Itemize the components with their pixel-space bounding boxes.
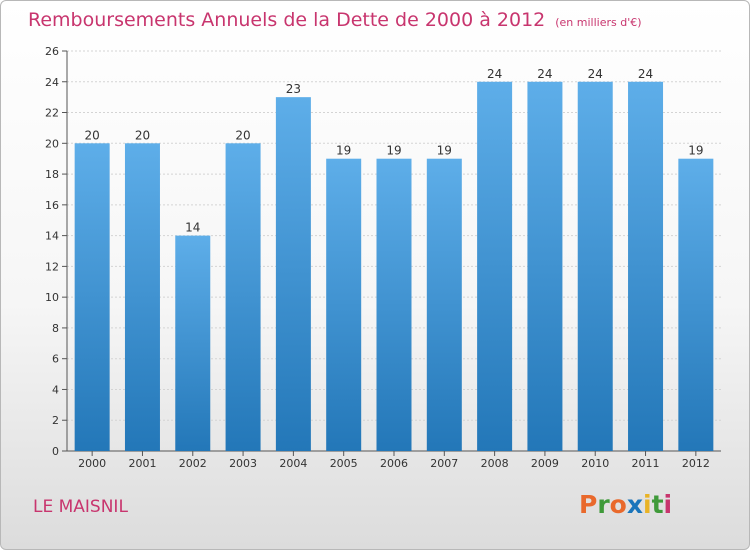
bar — [74, 143, 110, 452]
x-tick-label: 2004 — [279, 457, 307, 470]
data-label: 24 — [638, 67, 653, 81]
x-tick-label: 2011 — [632, 457, 660, 470]
bar — [577, 81, 613, 452]
bar — [477, 81, 513, 452]
data-label: 24 — [588, 67, 603, 81]
y-tick-label: 4 — [52, 383, 59, 396]
y-tick-label: 16 — [45, 199, 59, 212]
y-tick-label: 14 — [45, 230, 59, 243]
chart-title: Remboursements Annuels de la Dette de 20… — [28, 9, 642, 31]
x-tick-label: 2000 — [78, 457, 106, 470]
y-tick-label: 10 — [45, 291, 59, 304]
logo-letter: x — [626, 490, 643, 519]
bar — [275, 97, 311, 452]
data-label: 19 — [336, 144, 351, 158]
proxiti-logo: Proxiti — [579, 490, 672, 519]
bar — [175, 235, 211, 451]
data-label: 20 — [235, 128, 250, 142]
logo-letter: i — [643, 490, 652, 519]
y-tick-label: 22 — [45, 107, 59, 120]
data-label: 20 — [135, 128, 150, 142]
y-tick-label: 12 — [45, 260, 59, 273]
data-label: 19 — [688, 144, 703, 158]
logo-letter: i — [663, 490, 673, 519]
logo-letter: o — [609, 490, 627, 519]
y-tick-label: 20 — [45, 137, 59, 150]
data-label: 19 — [437, 144, 452, 158]
bar — [426, 158, 462, 451]
y-tick-label: 26 — [45, 45, 59, 58]
logo-letter: r — [597, 490, 610, 519]
data-label: 19 — [386, 144, 401, 158]
x-tick-label: 2001 — [128, 457, 156, 470]
y-tick-label: 24 — [45, 76, 59, 89]
logo-letter: P — [579, 490, 598, 519]
x-tick-label: 2007 — [430, 457, 458, 470]
bar — [376, 158, 412, 451]
data-label: 20 — [85, 128, 100, 142]
y-tick-label: 18 — [45, 168, 59, 181]
bar — [124, 143, 160, 452]
bar — [225, 143, 261, 452]
bar — [678, 158, 714, 451]
x-tick-label: 2008 — [481, 457, 509, 470]
x-tick-label: 2009 — [531, 457, 559, 470]
commune-name: LE MAISNIL — [33, 497, 128, 517]
data-label: 24 — [537, 67, 552, 81]
logo-letter: t — [651, 490, 664, 519]
x-tick-label: 2002 — [179, 457, 207, 470]
data-label: 24 — [487, 67, 502, 81]
bar — [326, 158, 362, 451]
data-label: 23 — [286, 82, 301, 96]
chart-title-text: Remboursements Annuels de la Dette de 20… — [28, 9, 546, 31]
x-tick-label: 2012 — [682, 457, 710, 470]
y-tick-label: 6 — [52, 353, 59, 366]
x-tick-label: 2005 — [330, 457, 358, 470]
y-tick-label: 0 — [52, 445, 59, 458]
x-tick-label: 2003 — [229, 457, 257, 470]
bar — [628, 81, 664, 452]
x-tick-label: 2006 — [380, 457, 408, 470]
chart-unit: (en milliers d'€) — [555, 16, 642, 29]
bar — [527, 81, 563, 452]
y-tick-label: 8 — [52, 322, 59, 335]
y-tick-label: 2 — [52, 414, 59, 427]
x-tick-label: 2010 — [581, 457, 609, 470]
data-label: 14 — [185, 221, 200, 235]
